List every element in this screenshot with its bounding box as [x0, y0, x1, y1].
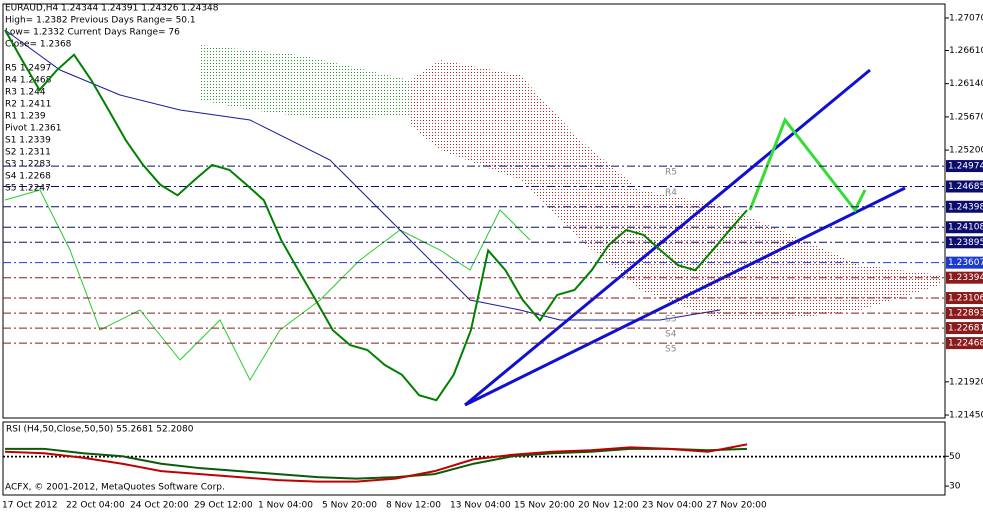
- x-tick-label: 17 Oct 2012: [2, 501, 58, 511]
- y-tick-label: 1.26610: [949, 46, 983, 56]
- level-tag: S4: [665, 330, 677, 340]
- pivot-text: R1 1.239: [5, 112, 46, 122]
- price-label-box: [946, 160, 983, 173]
- price-label-box: [946, 271, 983, 284]
- price-label: 1.24108: [948, 223, 983, 233]
- price-label-box: [946, 337, 983, 350]
- price-label: 1.22468: [948, 339, 983, 349]
- pivot-text: S1 1.2339: [5, 136, 51, 146]
- pivot-text: S3 1.2283: [5, 160, 51, 170]
- x-tick-label: 20 Nov 12:00: [578, 501, 639, 511]
- kijun-line: [4, 29, 721, 321]
- price-label: 1.24974: [948, 162, 983, 172]
- x-tick-label: 5 Nov 20:00: [322, 501, 377, 511]
- pivot-text: R3 1.244: [5, 88, 46, 98]
- channel-bottom: [464, 186, 906, 407]
- series-line: [4, 29, 748, 402]
- price-label-box: [946, 200, 983, 213]
- cloud-red: [410, 60, 940, 320]
- price-label-box: [946, 180, 983, 193]
- panel-title: RSI (H4,50,Close,50,50) 55.2681 52.2080: [6, 425, 194, 435]
- y-tick-label: 1.26140: [949, 79, 983, 89]
- price-label-box: [946, 236, 983, 249]
- x-tick-label: 15 Nov 20:00: [514, 501, 575, 511]
- price-label: 1.23106: [948, 294, 983, 304]
- level-tag: R4: [665, 188, 677, 198]
- x-tick-label: 29 Oct 12:00: [194, 501, 253, 511]
- level-tag: S5: [665, 345, 676, 355]
- price-label: 1.23394: [948, 273, 983, 283]
- y-tick-label: 50: [949, 452, 961, 462]
- price-label: 1.22893: [948, 309, 983, 319]
- pivot-text: Pivot 1.2361: [5, 124, 61, 134]
- pivot-text: R5 1.2497: [5, 64, 51, 74]
- price-label-box: [946, 256, 983, 269]
- y-tick-label: 1.25200: [949, 146, 983, 156]
- x-tick-label: 13 Nov 04:00: [450, 501, 511, 511]
- price-label: 1.23607: [948, 258, 983, 268]
- price-label: 1.24398: [948, 202, 983, 212]
- channel-top: [464, 68, 871, 407]
- price-label: 1.24685: [948, 182, 983, 192]
- y-tick-label: 1.21920: [949, 377, 983, 387]
- header-line: Close= 1.2368: [5, 40, 72, 50]
- pivot-text: S5 1.2247: [5, 184, 51, 194]
- y-tick-label: 1.25670: [949, 112, 983, 122]
- cloud-green: [200, 45, 410, 120]
- price-label-box: [946, 307, 983, 320]
- price-label-box: [946, 292, 983, 305]
- chikou-line: [4, 189, 531, 382]
- pivot-text: S4 1.2268: [5, 172, 51, 182]
- level-tag: R5: [665, 168, 677, 178]
- header-line: EURAUD,H4 1.24344 1.24391 1.24326 1.2434…: [5, 4, 219, 14]
- copyright: ACFX, © 2001-2012, MetaQuotes Software C…: [5, 483, 225, 493]
- level-tag: S3: [665, 315, 676, 325]
- x-tick-label: 22 Oct 04:00: [66, 501, 125, 511]
- header-line: High= 1.2382 Previous Days Range= 50.1: [5, 16, 196, 26]
- x-tick-label: 24 Oct 20:00: [130, 501, 189, 511]
- pivot-text: S2 1.2311: [5, 148, 51, 158]
- series-line: [5, 447, 748, 480]
- pivot-text: R2 1.2411: [5, 100, 51, 110]
- x-tick-label: 1 Nov 04:00: [258, 501, 313, 511]
- y-tick-label: 1.21450: [949, 411, 983, 421]
- price-label: 1.23895: [948, 238, 983, 248]
- header-line: Low= 1.2332 Current Days Range= 76: [5, 28, 180, 38]
- pivot-text: R4 1.2468: [5, 76, 52, 86]
- forecast-arrow: [748, 116, 867, 213]
- price-panel: [2, 3, 946, 419]
- y-tick-label: 30: [949, 482, 961, 492]
- x-tick-label: 23 Nov 04:00: [642, 501, 703, 511]
- y-tick-label: 1.27070: [949, 13, 983, 23]
- price-label-box: [946, 322, 983, 335]
- x-tick-label: 27 Nov 20:00: [706, 501, 767, 511]
- x-tick-label: 8 Nov 12:00: [386, 501, 441, 511]
- price-label: 1.22681: [948, 324, 983, 334]
- price-label-box: [946, 221, 983, 234]
- series-line: [4, 443, 748, 483]
